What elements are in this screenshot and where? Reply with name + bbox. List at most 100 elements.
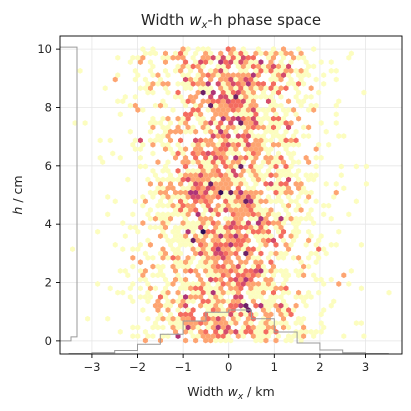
hexbin-cell [203, 250, 209, 257]
hexbin-cell [273, 102, 279, 109]
x-axis-label: Width wx / km [187, 384, 274, 402]
hexbin-cell [263, 207, 269, 213]
hexbin-cell [303, 198, 309, 205]
hexbin-cell [210, 141, 216, 148]
hexbin-cell [268, 181, 274, 187]
hexbin-cell [243, 181, 249, 187]
hexbin-cell [188, 76, 194, 83]
hexbin-cell [147, 189, 153, 196]
hexbin-cell [283, 128, 289, 135]
hexbin-cell [240, 72, 246, 79]
hexbin-cell [220, 133, 226, 139]
hexbin-cell [301, 72, 307, 79]
hexbin-cell [152, 215, 158, 222]
hexbin-cell [240, 202, 246, 209]
hexbin-cell [233, 59, 239, 65]
hexbin-cell [328, 302, 334, 309]
hexbin-cell [268, 154, 274, 161]
hexbin-cell [167, 302, 174, 309]
hexbin-cell [255, 228, 261, 235]
hexbin-cell [140, 272, 146, 279]
hexbin-cell [233, 276, 239, 283]
hexbin-cell [210, 211, 216, 218]
hexbin-cell [162, 163, 168, 170]
hexbin-cell [245, 72, 251, 79]
hexbin-cell [205, 46, 211, 52]
hexbin-cell [97, 137, 103, 144]
hexbin-cell [283, 207, 289, 213]
hexbin-cell [205, 315, 211, 322]
hexbin-cell [152, 320, 158, 326]
hexbin-cell [185, 63, 191, 70]
hexbin-cell [233, 181, 239, 187]
hexbin-cell [278, 189, 284, 196]
hexbin-cell [313, 163, 319, 170]
hexbin-cell [183, 163, 189, 170]
hexbin-cell [240, 63, 246, 70]
hexbin-cell [296, 228, 302, 235]
hexbin-cell [296, 80, 302, 87]
hexbin-cell [130, 263, 136, 270]
hexbin-cell [278, 311, 284, 318]
hexbin-cell [178, 94, 184, 100]
hexbin-cell [293, 181, 299, 187]
hexbin-cell [132, 94, 138, 100]
hexbin-cell [178, 120, 184, 126]
hexbin-cell [185, 124, 191, 131]
hexbin-cell [301, 263, 307, 270]
hexbin-cell [218, 328, 224, 335]
hexbin-cell [205, 298, 211, 305]
hexbin-cell [157, 233, 163, 239]
hexbin-cell [333, 67, 339, 74]
hexbin-cell [107, 137, 113, 144]
hexbin-cell [298, 328, 304, 335]
y-marginal-histogram [60, 46, 78, 342]
hexbin-cell [160, 289, 166, 296]
hexbin-cell [260, 237, 266, 244]
hexbin-cell [268, 76, 274, 83]
hexbin-cell [311, 220, 317, 226]
hexbin-cell [291, 333, 297, 340]
hexbin-cell [155, 202, 161, 209]
hexbin-cell [215, 159, 221, 166]
hexbin-cell [253, 59, 259, 65]
hexbin-cell [180, 202, 186, 209]
hexbin-cell [270, 289, 276, 296]
hexbin-cell [293, 172, 299, 179]
hexbin-cell [167, 120, 174, 126]
hexbin-cell [173, 268, 179, 274]
hexbin-cell [233, 268, 239, 274]
hexbin-cell [265, 333, 271, 340]
hexbin-cell [243, 259, 249, 266]
hexbin-cell [170, 211, 176, 218]
hexbin-cell [218, 294, 224, 300]
hexbin-cell [198, 102, 204, 109]
hexbin-cell [213, 128, 219, 135]
hexbin-cell [183, 207, 189, 213]
hexbin-cell [260, 220, 266, 226]
hexbin-cell [117, 154, 123, 161]
hexbin-cell [313, 241, 319, 248]
hexbin-cell [190, 324, 196, 331]
hexbin-cell [278, 94, 284, 100]
hexbin-cell [255, 289, 261, 296]
hexbin-cell [167, 198, 174, 205]
hexbin-cell [228, 215, 234, 222]
hexbin-cell [210, 254, 216, 261]
hexbin-cell [238, 67, 244, 74]
hexbin-cell [160, 133, 166, 139]
hexbin-cell [250, 141, 256, 148]
hexbin-density [70, 46, 392, 344]
hexbin-cell [170, 54, 176, 61]
hexbin-cell [183, 189, 189, 196]
hexbin-cell [238, 294, 244, 300]
hexbin-cell [248, 102, 254, 109]
hexbin-cell [263, 320, 269, 326]
hexbin-cell [243, 276, 249, 283]
hexbin-cell [260, 159, 266, 166]
hexbin-cell [142, 337, 148, 344]
hexbin-cell [316, 254, 322, 261]
hexbin-cell [205, 194, 211, 200]
hexbin-cell [218, 189, 224, 196]
hexbin-cell [281, 254, 287, 261]
